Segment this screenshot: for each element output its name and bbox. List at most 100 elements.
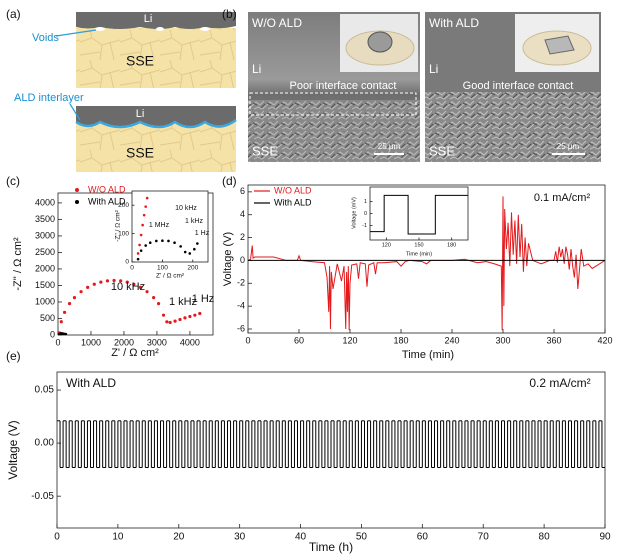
y-tick-label: 0 <box>50 329 55 339</box>
legend-label: With ALD <box>88 196 126 206</box>
data-point <box>63 332 68 335</box>
li-text: Li <box>144 13 153 25</box>
y-tick-label: 4 <box>240 209 245 219</box>
data-point <box>136 257 140 261</box>
x-tick-label: 0 <box>55 337 60 347</box>
x-tick-label: 150 <box>414 242 423 248</box>
data-point <box>138 285 143 289</box>
panel-label: (a) <box>6 7 21 21</box>
x-tick-label: 1000 <box>81 337 101 347</box>
ald-layer <box>75 118 237 129</box>
data-point <box>112 278 116 283</box>
data-point <box>119 279 123 283</box>
annotation: 10 kHz <box>111 281 145 293</box>
x-tick-label: 0 <box>54 532 60 543</box>
y-tick-label: -0.05 <box>31 491 54 502</box>
data-point <box>148 241 152 244</box>
sse-layer <box>76 28 236 88</box>
annotation: 10 kHz <box>175 205 197 212</box>
x-tick-label: 40 <box>295 532 307 543</box>
data-line <box>370 194 468 235</box>
data-point <box>105 279 110 283</box>
x-tick-label: 120 <box>382 242 391 248</box>
y-tick-label: 2 <box>240 232 245 242</box>
data-point <box>132 282 136 286</box>
data-point <box>165 320 169 324</box>
data-point <box>196 242 199 245</box>
data-point <box>173 241 176 244</box>
y-tick-label: 500 <box>40 313 55 323</box>
scale-text: 25 μm <box>557 142 580 151</box>
y-tick-label: 1500 <box>35 280 55 290</box>
plot-area <box>131 190 209 263</box>
y-tick-label: 0 <box>364 211 367 217</box>
data-point <box>72 296 77 300</box>
y-tick-label: 4000 <box>35 197 55 207</box>
data-point <box>92 282 96 286</box>
sem-image: W/O ALD Li Poor interface contact SSE 25… <box>248 12 420 162</box>
panel-label: (c) <box>6 174 20 188</box>
x-tick-label: 360 <box>546 335 561 345</box>
x-tick-label: 100 <box>157 265 168 272</box>
x-tick-label: 240 <box>444 335 459 345</box>
x-tick-label: 20 <box>173 532 185 543</box>
charts: 0 1000 2000 3000 400005001000150020002500300… <box>6 174 613 554</box>
data-point <box>99 280 103 284</box>
y-tick-label: -1 <box>362 223 367 229</box>
y-tick-label: -6 <box>237 323 245 333</box>
x-tick-label: 4000 <box>180 337 200 347</box>
data-point <box>145 196 149 200</box>
series-group <box>136 196 199 261</box>
series-group <box>248 196 605 331</box>
sse-layer <box>76 120 236 172</box>
data-point <box>59 320 63 324</box>
data-line <box>248 196 605 331</box>
data-point <box>168 320 172 325</box>
y-tick-label: 3500 <box>35 214 55 224</box>
x-tick-label: 200 <box>187 265 198 272</box>
void <box>95 27 105 31</box>
annotation: 0.1 mA/cm² <box>534 192 591 204</box>
annotation: 1 Hz <box>195 230 210 237</box>
data-point <box>178 317 182 322</box>
y-axis-title: -Z'' / Ω cm² <box>115 209 122 241</box>
y-tick-label: 0.00 <box>35 438 55 449</box>
legend-label: W/O ALD <box>274 185 312 195</box>
data-point <box>152 296 156 300</box>
data-point <box>67 302 72 306</box>
x-axis-title: Z' / Ω cm² <box>156 273 185 280</box>
sse-text: SSE <box>126 145 154 161</box>
void <box>156 27 164 31</box>
y-tick-label: -2 <box>237 278 245 288</box>
y-tick-label: 0 <box>125 259 129 266</box>
li-layer <box>76 106 236 127</box>
image-title: With ALD <box>429 16 479 30</box>
series-group <box>370 194 468 235</box>
x-tick-label: 0 <box>130 265 134 272</box>
panel-label: (b) <box>222 7 237 21</box>
data-point <box>144 244 147 247</box>
legend-label: W/O ALD <box>88 184 126 194</box>
x-tick-label: 2000 <box>114 337 134 347</box>
image-title: W/O ALD <box>252 16 302 30</box>
y-tick-label: 2000 <box>35 263 55 273</box>
y-axis-title: Voltage (mV) <box>351 197 357 229</box>
data-point <box>144 205 147 208</box>
li-text: Li <box>429 62 438 76</box>
x-tick-label: 30 <box>234 532 246 543</box>
data-point <box>62 310 67 314</box>
data-point <box>136 252 140 255</box>
chart: 120 150 180 -1 0 1 Time (min) Voltage (mV) <box>351 186 469 257</box>
y-tick-label: 3000 <box>35 230 55 240</box>
data-point <box>125 280 129 284</box>
data-point <box>141 223 144 227</box>
x-tick-label: 3000 <box>147 337 167 347</box>
sse-text: SSE <box>429 143 455 158</box>
data-point <box>138 243 141 247</box>
data-point <box>188 314 192 319</box>
y-tick-label: -4 <box>237 301 245 311</box>
x-tick-label: 80 <box>539 532 551 543</box>
caption: Good interface contact <box>463 80 574 92</box>
